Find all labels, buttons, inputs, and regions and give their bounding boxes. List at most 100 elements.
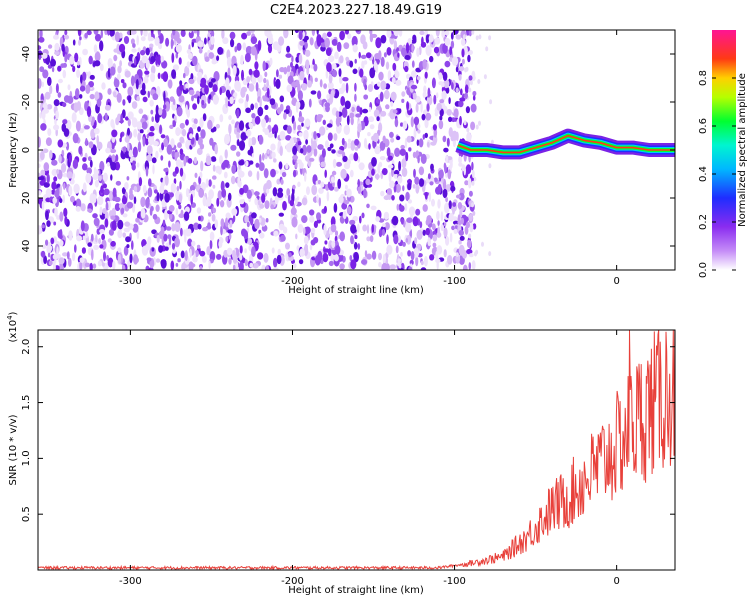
noise-speck <box>397 52 400 58</box>
noise-speck <box>130 30 137 35</box>
noise-speck <box>128 193 134 201</box>
noise-speck <box>420 267 427 270</box>
noise-speck <box>404 55 411 60</box>
noise-speck <box>147 90 150 98</box>
noise-speck <box>100 185 104 194</box>
noise-speck <box>74 244 77 253</box>
noise-speck <box>424 118 429 129</box>
noise-speck <box>126 176 130 181</box>
noise-speck <box>258 217 262 223</box>
noise-speck <box>80 220 85 232</box>
noise-speck <box>471 161 474 171</box>
noise-speck <box>443 249 447 258</box>
colorbar-tick-label: 0.8 <box>698 70 709 86</box>
noise-speck <box>327 181 331 189</box>
noise-speck <box>107 67 111 78</box>
noise-speck <box>451 117 456 123</box>
noise-speck <box>370 205 377 211</box>
noise-speck <box>96 135 99 145</box>
noise-speck <box>344 190 347 196</box>
noise-speck <box>86 106 92 118</box>
noise-speck <box>408 266 413 270</box>
noise-speck <box>99 229 105 234</box>
noise-speck <box>333 203 338 213</box>
noise-speck <box>349 153 355 161</box>
noise-speck <box>382 253 386 264</box>
noise-speck <box>211 214 216 222</box>
noise-speck <box>144 138 149 146</box>
noise-speck <box>238 140 246 151</box>
noise-speck <box>416 139 420 146</box>
noise-speck <box>407 179 412 184</box>
noise-speck <box>378 261 382 268</box>
noise-speck <box>86 30 92 36</box>
noise-speck <box>262 60 266 72</box>
noise-speck <box>248 68 253 76</box>
noise-speck <box>38 36 45 43</box>
noise-speck <box>113 78 120 88</box>
noise-speck <box>481 241 484 247</box>
noise-speck <box>163 90 166 102</box>
noise-speck <box>53 176 58 182</box>
noise-speck <box>250 46 257 56</box>
noise-speck <box>464 92 468 100</box>
noise-speck <box>209 231 215 241</box>
noise-speck <box>112 122 115 131</box>
colorbar-tick-label: 0.2 <box>698 214 709 230</box>
noise-speck <box>458 100 464 108</box>
noise-speck <box>380 34 387 44</box>
noise-speck <box>82 71 87 82</box>
noise-speck <box>422 229 426 236</box>
noise-speck <box>124 136 130 143</box>
noise-speck <box>229 219 233 228</box>
noise-speck <box>236 139 240 147</box>
noise-speck <box>397 267 404 270</box>
noise-speck <box>445 155 449 163</box>
noise-speck <box>387 155 393 161</box>
noise-speck <box>45 188 52 197</box>
noise-speck <box>339 75 343 84</box>
noise-speck <box>92 194 97 204</box>
noise-speck <box>455 194 461 199</box>
noise-speck <box>488 163 492 169</box>
noise-speck <box>318 187 324 194</box>
noise-speck <box>357 123 362 133</box>
noise-speck <box>84 262 91 268</box>
noise-speck <box>458 192 465 201</box>
noise-speck <box>398 263 402 269</box>
noise-speck <box>151 247 155 252</box>
x-tick-label: 0 <box>613 276 619 287</box>
noise-speck <box>466 239 472 249</box>
snr-y-ticks: 2.0 1.5 1.0 0.5 <box>21 339 675 522</box>
noise-speck <box>276 107 282 115</box>
noise-speck <box>344 100 351 110</box>
noise-speck <box>217 46 224 55</box>
noise-speck <box>303 236 309 245</box>
noise-speck <box>349 60 354 68</box>
noise-speck <box>405 191 410 202</box>
noise-speck <box>225 236 229 243</box>
noise-speck <box>292 145 298 155</box>
noise-speck <box>173 115 177 123</box>
noise-speck <box>39 66 45 73</box>
noise-speck <box>135 79 139 90</box>
noise-speck <box>59 184 62 196</box>
noise-speck <box>452 220 459 225</box>
noise-speck <box>378 161 383 168</box>
noise-speck <box>82 182 87 193</box>
noise-speck <box>310 239 316 246</box>
noise-speck <box>38 190 42 196</box>
noise-speck <box>424 132 429 139</box>
noise-speck <box>158 245 164 253</box>
noise-speck <box>141 121 148 130</box>
noise-speck <box>132 146 138 158</box>
noise-speck <box>85 138 88 147</box>
noise-speck <box>193 222 200 230</box>
noise-speck <box>354 146 359 151</box>
noise-speck <box>146 145 153 155</box>
noise-speck <box>59 211 64 222</box>
noise-speck <box>425 112 432 121</box>
noise-speck <box>184 233 187 243</box>
noise-speck <box>468 253 474 258</box>
noise-speck <box>226 56 232 68</box>
